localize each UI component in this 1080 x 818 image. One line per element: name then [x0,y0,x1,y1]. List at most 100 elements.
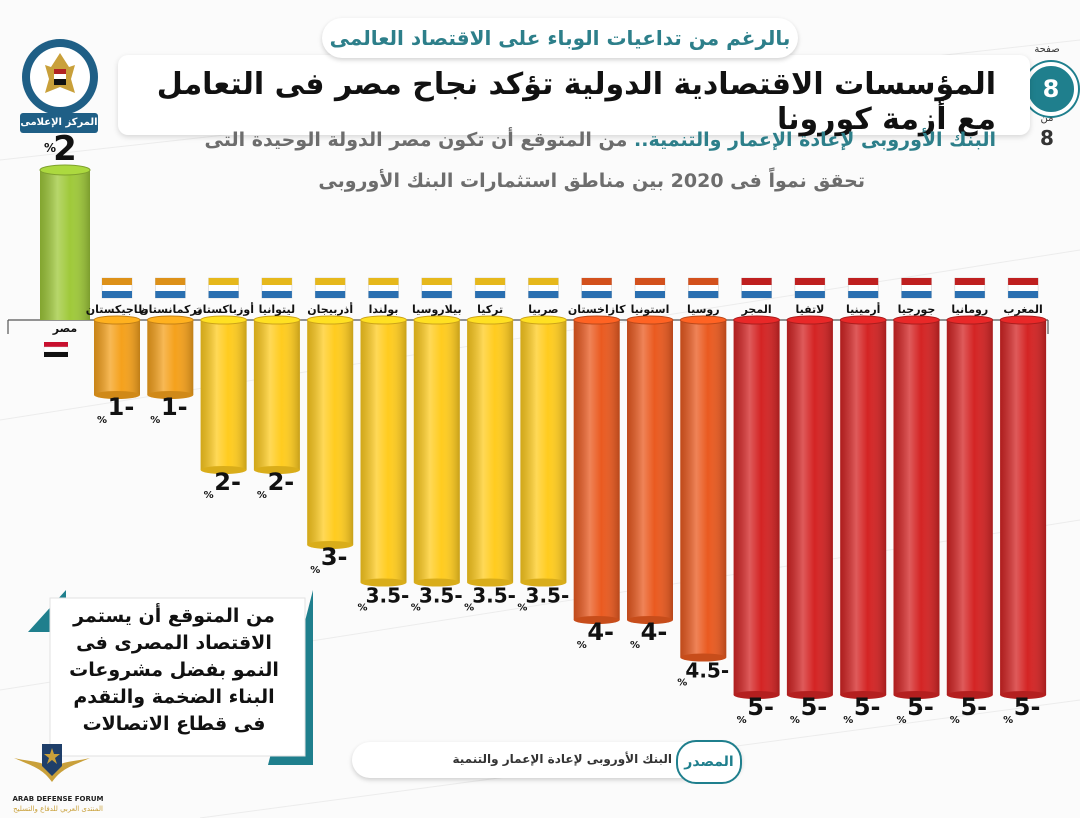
bar-base [733,691,780,699]
bar-shading [1000,320,1047,695]
bar-group: 5-% رومانيا [946,277,994,726]
value-label: 5- [960,693,987,721]
percent-sign: % [950,715,960,726]
bar-group: 3.5-% بولندا [358,277,410,614]
bar-base [840,691,887,699]
value-label: 3.5- [472,584,516,608]
flag-stripe [261,291,292,298]
bar-cap [360,315,407,325]
bar-group: 2% مصر [39,129,91,357]
bar-base [893,691,940,699]
flag-stripe [475,278,506,285]
bars-group: 2% مصر 1-% طاجيكستان 1-% تركمانستان 2-% أوزباكس… [39,129,1047,726]
value-label: 4.5- [685,659,729,683]
bar-group: 5-% لاتفيا [786,277,834,726]
bar-base [200,466,247,474]
flag-stripe [581,278,612,285]
country-label: المغرب [1003,303,1042,316]
bar-cap [946,315,994,325]
flag-stripe [848,278,879,285]
bar-shading [520,320,567,583]
percent-sign: % [577,640,587,651]
value-label: 3.5- [366,584,410,608]
bar-base [786,691,833,699]
flag-stripe [421,278,452,285]
percent-sign: % [257,490,267,501]
value-label: 2- [268,468,295,496]
value-label: 4- [641,618,668,646]
bar-group: 5-% المغرب [999,277,1047,726]
flag-stripe [794,291,825,298]
bar-group: 3.5-% صربيا [517,277,570,614]
bar-shading [467,320,514,583]
value-label: 5- [907,693,934,721]
bar-cap [679,315,727,325]
bar-group: 5-% أرمينيا [839,277,887,726]
bar-group: 2-% ليتوانيا [253,277,301,501]
value-label: 3.5- [419,584,463,608]
flag-stripe [315,278,346,285]
bar-shading [200,320,247,470]
bar-base [253,466,300,474]
country-label: صربيا [528,303,558,316]
source-text: البنك الأوروبى لإعادة الإعمار والتنمية [452,752,672,766]
bar-cap [893,315,940,325]
bar-cap [93,315,141,325]
lede-claim: من المتوقع أن تكون مصر الدولة الوحيدة ال… [204,129,628,151]
country-label: المجر [741,303,772,316]
country-label: روسيا [687,303,720,316]
bar-group: 4.5-% روسيا [677,277,729,689]
bar-shading [573,320,620,620]
bar-base [467,578,514,587]
flag-stripe [421,291,452,298]
country-label: ليتوانيا [259,303,296,316]
bar-shading [840,320,887,695]
bar-base [1000,691,1047,699]
watermark-line-2: المنتدى العربي للدفاع والتسليح [13,805,103,813]
flag-stripe [368,291,399,298]
country-label: أوزباكستان [193,302,254,316]
flag-stripe [528,291,559,298]
forum-watermark-icon [14,744,90,782]
bar-base [627,616,673,624]
bar-base [946,691,993,699]
percent-sign: % [1003,715,1013,726]
value-label: 4- [587,618,614,646]
bar-cap [253,315,301,325]
value-label: 3.5- [526,584,570,608]
flag-stripe [44,352,68,357]
flag-stripe [102,291,132,298]
bar-cap [146,315,194,325]
bar-group: 1-% طاجيكستان [86,277,148,426]
flag-stripe [43,346,69,353]
flag-stripe [635,291,665,298]
flag-stripe [741,291,772,298]
country-label: تركيا [477,303,503,316]
country-label: جورجيا [898,303,936,316]
country-label: مصر [52,322,78,335]
percent-sign: % [44,141,56,155]
page-number-badge: 8 [1024,62,1078,116]
bar-cap [466,315,514,325]
flag-stripe [741,278,772,285]
bar-group: 3.5-% بيلاروسيا [411,277,463,614]
bar-shading [627,320,673,620]
bar-group: 5-% المجر [733,277,781,726]
bar-shading [253,320,300,470]
note-box-frame [28,590,313,765]
bar-shading [733,320,780,695]
flag-stripe [155,291,186,298]
lede-line-2: تحقق نمواً فى 2020 بين مناطق استثمارات ا… [318,170,865,192]
value-label: 1- [161,393,188,421]
flag-stripe [102,278,132,285]
bar-base [413,578,460,587]
country-label: أرمينيا [846,302,881,316]
percent-sign: % [790,715,800,726]
flag-stripe [1008,291,1039,298]
bar-cap [999,315,1047,325]
bar-base [147,391,194,399]
bar-shading [147,320,194,395]
percent-sign: % [897,715,907,726]
